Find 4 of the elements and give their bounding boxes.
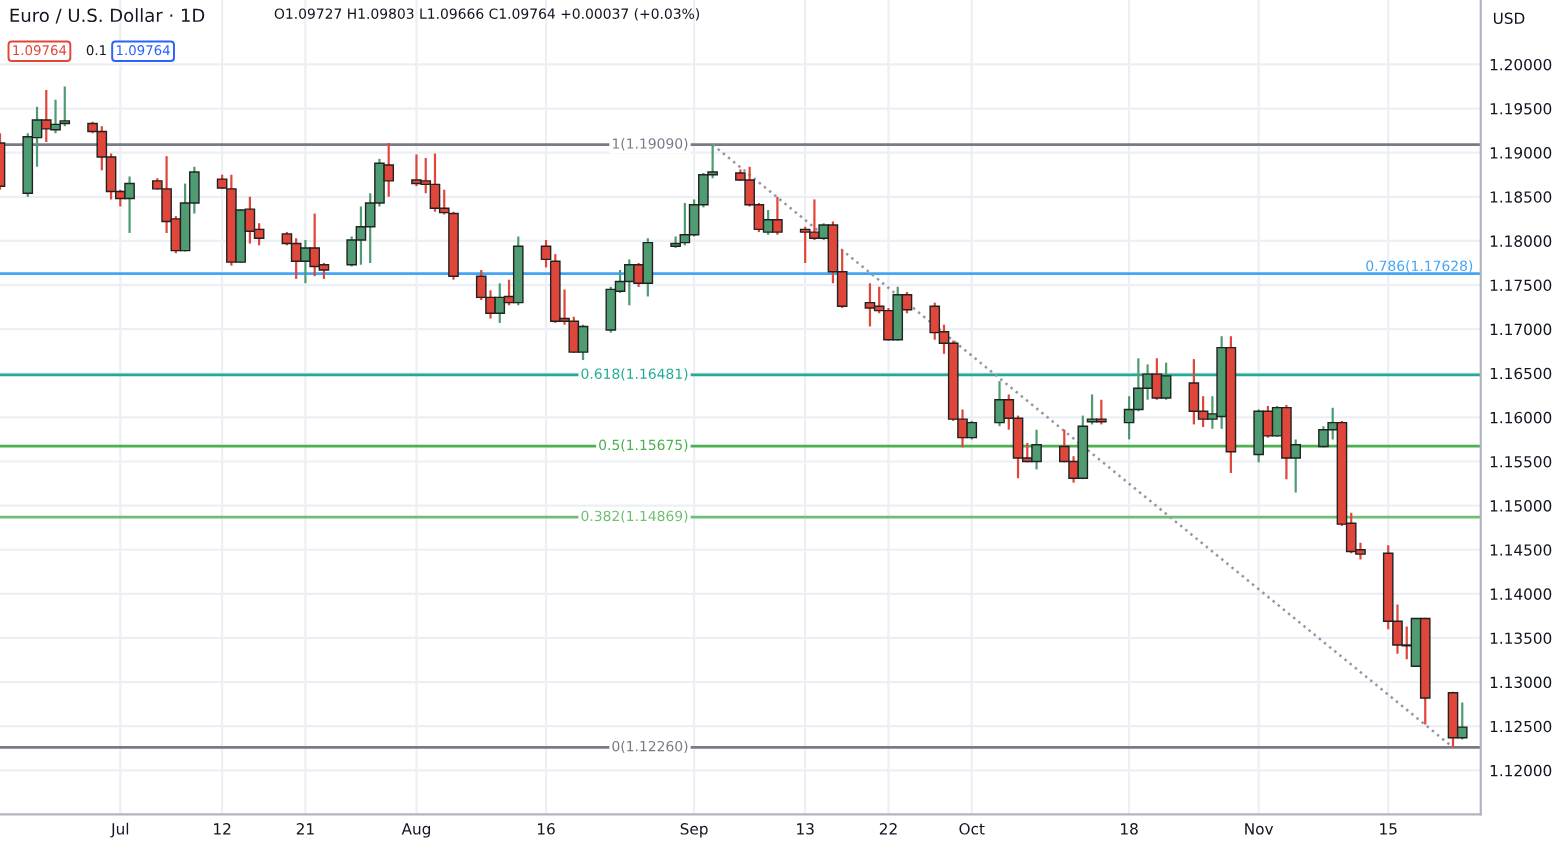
candlestick <box>1160 361 1172 401</box>
candlestick <box>1253 408 1264 464</box>
chart-title: Euro / U.S. Dollar · 1D <box>10 8 205 24</box>
candlestick <box>1188 358 1200 426</box>
